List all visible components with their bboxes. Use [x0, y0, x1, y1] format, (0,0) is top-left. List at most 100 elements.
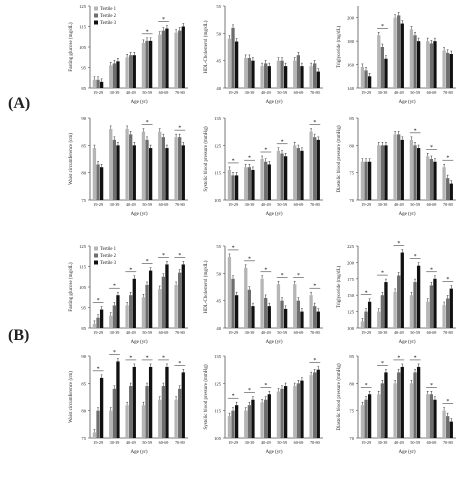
bar-tertile-3: [234, 175, 239, 200]
x-tick-label: 60-69: [427, 440, 437, 445]
significance-star: *: [281, 273, 284, 279]
y-axis-label: Waist circumference (cm): [69, 371, 74, 423]
bar-tertile-1: [393, 134, 397, 200]
y-tick-label: 85: [81, 86, 86, 91]
bar-tertile-1: [360, 321, 365, 328]
bar-tertile-2: [380, 383, 385, 438]
bar-tertile-2: [364, 70, 368, 88]
x-tick-label: 60-69: [294, 90, 304, 95]
bar-tertile-1: [141, 42, 146, 88]
bar-tertile-1: [293, 145, 297, 200]
bar-tertile-1: [360, 161, 365, 200]
bar-tertile-1: [360, 405, 365, 438]
bar-tertile-1: [92, 432, 97, 438]
bar-tertile-3: [416, 265, 421, 328]
bar-tertile-2: [413, 372, 417, 438]
x-tick-label: 30-39: [378, 202, 388, 207]
bar-tertile-3: [283, 156, 288, 200]
bar-tertile-3: [300, 150, 304, 200]
y-tick-label: 140: [347, 86, 355, 91]
significance-star: *: [365, 383, 368, 389]
significance-star: *: [381, 361, 384, 367]
x-tick-label: 70-80: [175, 330, 185, 335]
chart-grid: 85 95 105 115 125 Fasting glucose (mg/dL) Age …: [69, 4, 456, 455]
bar-tertile-3: [416, 41, 421, 88]
x-tick-label: 50-59: [142, 440, 152, 445]
bar-tertile-3: [132, 145, 136, 200]
bar-tertile-2: [247, 289, 252, 328]
x-tick-label: 40-49: [126, 90, 136, 95]
bar-tertile-2: [364, 311, 368, 328]
x-tick-label: 60-69: [159, 330, 169, 335]
x-axis-label: Age (yr): [265, 450, 282, 455]
bar-tertile-1: [309, 375, 313, 438]
bar-tertile-3: [251, 306, 255, 328]
bar-tertile-2: [296, 300, 301, 328]
x-tick-label: 60-69: [294, 330, 304, 335]
x-tick-label: 30-39: [110, 440, 120, 445]
bar-tertile-3: [449, 54, 453, 88]
bar-tertile-3: [165, 264, 169, 328]
y-tick-label: 95: [81, 306, 86, 311]
significance-star: *: [129, 267, 132, 273]
legend-swatch: [94, 253, 98, 258]
significance-star: *: [313, 284, 316, 290]
chart-a-5: 70 75 80 85 Diastolic blood pressure (mmHg) A…: [337, 116, 456, 217]
y-tick-label: 160: [347, 63, 355, 68]
bar-tertile-2: [96, 317, 100, 328]
significance-star: *: [313, 358, 316, 364]
bar-tertile-2: [264, 399, 268, 438]
y-axis-label: Systolic blood pressure (mmHg): [204, 126, 209, 191]
bar-tertile-2: [446, 298, 450, 328]
bar-tertile-2: [296, 55, 301, 88]
y-tick-label: 105: [214, 436, 222, 441]
bar-tertile-2: [280, 60, 284, 88]
bar-tertile-3: [99, 81, 104, 88]
bar-tertile-3: [181, 264, 185, 328]
bar-tertile-2: [231, 175, 235, 200]
bar-tertile-2: [231, 27, 235, 88]
bar-tertile-3: [148, 270, 153, 328]
bar-tertile-1: [109, 410, 113, 438]
x-tick-label: 50-59: [277, 202, 287, 207]
y-tick-label: 125: [214, 143, 222, 148]
bar-tertile-1: [158, 131, 162, 200]
x-tick-label: 70-80: [310, 202, 320, 207]
x-tick-label: 40-49: [394, 202, 404, 207]
bar-tertile-2: [231, 410, 235, 438]
bar-tertile-1: [244, 57, 248, 88]
x-tick-label: 50-59: [410, 202, 420, 207]
bar-tertile-2: [429, 394, 434, 438]
bar-tertile-1: [276, 284, 281, 328]
bar-tertile-2: [264, 297, 268, 328]
x-tick-label: 30-39: [245, 90, 255, 95]
y-tick-label: 90: [81, 116, 86, 121]
x-tick-label: 40-49: [394, 330, 404, 335]
significance-star: *: [397, 355, 400, 361]
bar-tertile-3: [283, 66, 288, 88]
x-tick-label: 40-49: [126, 202, 136, 207]
bar-tertile-2: [178, 272, 182, 328]
x-tick-label: 70-80: [175, 202, 185, 207]
x-tick-label: 50-59: [277, 90, 287, 95]
bar-tertile-1: [409, 295, 414, 328]
bar-tertile-1: [125, 128, 129, 200]
x-tick-label: 40-49: [261, 330, 271, 335]
bar-tertile-3: [300, 380, 304, 438]
x-axis-label: Age (yr): [130, 212, 147, 217]
bar-tertile-1: [141, 297, 146, 328]
bar-tertile-2: [364, 399, 368, 438]
chart-a-3: 75 80 85 90 Waist circumference (cm) Age (yr)…: [69, 116, 188, 217]
significance-star: *: [97, 298, 100, 304]
significance-star: *: [248, 388, 251, 394]
bar-tertile-1: [426, 394, 430, 438]
y-tick-label: 125: [347, 310, 355, 315]
bar-tertile-1: [244, 167, 248, 200]
bar-tertile-1: [442, 167, 446, 200]
significance-star: *: [162, 17, 165, 23]
x-tick-label: 40-49: [261, 90, 271, 95]
bar-tertile-1: [309, 131, 313, 200]
x-axis-label: Age (yr): [398, 450, 415, 455]
significance-star: *: [264, 267, 267, 273]
y-tick-label: 50: [216, 31, 221, 36]
